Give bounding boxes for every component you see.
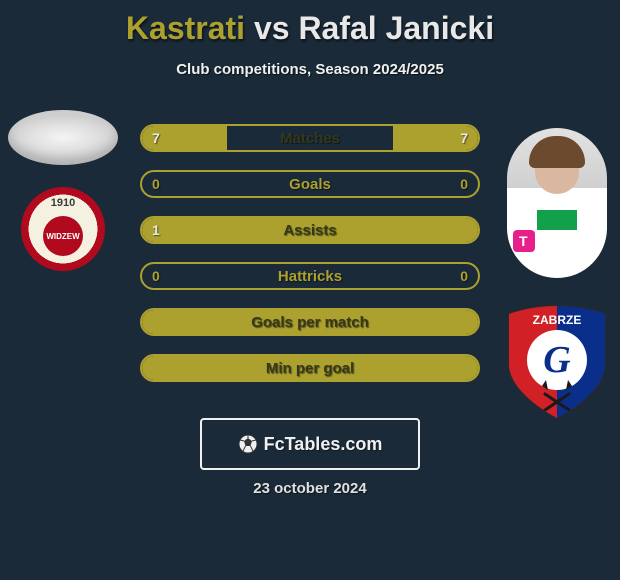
player2-name: Rafal Janicki (298, 10, 494, 46)
stat-value-left: 0 (152, 172, 160, 196)
stat-row: Assists1 (140, 216, 480, 244)
club1-inner: WIDZEW (43, 216, 83, 256)
soccer-ball-icon (238, 434, 258, 454)
stat-value-left: 7 (152, 126, 160, 150)
right-column: ZABRZE G (502, 128, 612, 420)
jersey-sponsor-icon (513, 230, 535, 252)
subtitle: Club competitions, Season 2024/2025 (0, 61, 620, 78)
stat-label: Goals (142, 172, 478, 196)
page-title: Kastrati vs Rafal Janicki (0, 0, 620, 47)
stat-label: Assists (142, 218, 478, 242)
stat-row: Min per goal (140, 354, 480, 382)
club2-top-text: ZABRZE (533, 313, 582, 327)
stat-row: Matches7 7 (140, 124, 480, 152)
stat-rows: Matches77Goals00Assists1Hattricks00Goals… (140, 124, 480, 382)
brand-box: FcTables.com (200, 418, 420, 470)
club1-badge: 1910 WIDZEW (21, 187, 105, 271)
player1-name: Kastrati (126, 10, 245, 46)
stat-label: Goals per match (142, 310, 478, 334)
svg-text:G: G (543, 339, 571, 381)
infographic: Kastrati vs Rafal Janicki Club competiti… (0, 0, 620, 580)
stat-value-left: 1 (152, 218, 160, 242)
jersey-stripe (507, 210, 607, 230)
player2-photo (507, 128, 607, 278)
stat-row: Hattricks0 0 (140, 262, 480, 290)
stat-label: Hattricks (142, 264, 478, 288)
club1-year: 1910 (21, 197, 105, 209)
stat-value-left: 0 (152, 264, 160, 288)
stat-value-right: 0 (460, 264, 468, 288)
player1-photo (8, 110, 118, 165)
club2-shield-icon: ZABRZE G (507, 304, 607, 420)
left-column: 1910 WIDZEW (8, 110, 118, 271)
stat-row: Goals0 0 (140, 170, 480, 198)
stat-label: Min per goal (142, 356, 478, 380)
vs-label: vs (254, 10, 290, 46)
stat-value-right: 7 (460, 126, 468, 150)
brand-text: FcTables.com (264, 434, 383, 455)
stat-row: Goals per match (140, 308, 480, 336)
date-text: 23 october 2024 (0, 480, 620, 497)
stat-label: Matches (142, 126, 478, 150)
club2-badge: ZABRZE G (507, 304, 607, 420)
stat-value-right: 0 (460, 172, 468, 196)
